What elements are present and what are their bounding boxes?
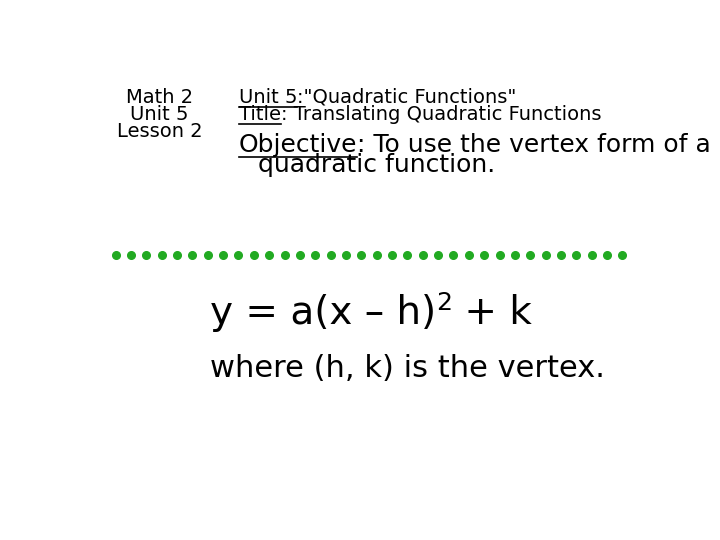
Text: quadratic function.: quadratic function. — [258, 153, 495, 177]
Text: Unit 5: Unit 5 — [130, 105, 189, 124]
Text: : To use the vertex form of a: : To use the vertex form of a — [357, 132, 711, 157]
Text: y = a(x – h): y = a(x – h) — [210, 294, 436, 332]
Text: : Translating Quadratic Functions: : Translating Quadratic Functions — [281, 105, 601, 124]
Text: Objective: Objective — [239, 132, 357, 157]
Text: Unit 5: Unit 5 — [239, 88, 297, 107]
Text: Math 2: Math 2 — [126, 88, 193, 107]
Text: Title: Title — [239, 105, 281, 124]
Text: 2: 2 — [436, 292, 452, 315]
Text: + k: + k — [452, 294, 532, 332]
Text: Lesson 2: Lesson 2 — [117, 122, 202, 141]
Text: :"Quadratic Functions": :"Quadratic Functions" — [297, 88, 517, 107]
Text: where (h, k) is the vertex.: where (h, k) is the vertex. — [210, 354, 605, 383]
